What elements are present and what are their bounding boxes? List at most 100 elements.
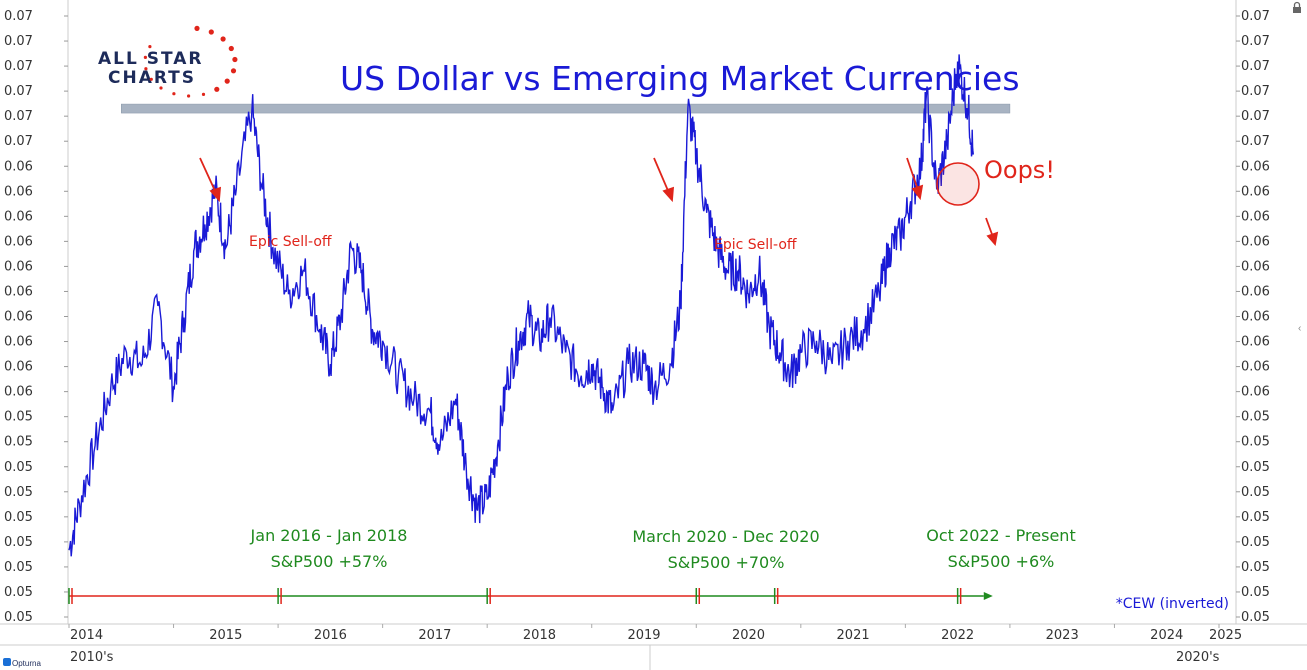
y-tick-right: 0.06 [1241, 284, 1270, 299]
y-tick-left: 0.06 [4, 284, 33, 299]
annotation-arrows [199, 157, 999, 246]
y-tick-right: 0.05 [1241, 510, 1270, 525]
y-tick-left: 0.06 [4, 360, 33, 375]
x-tick-label: 2018 [523, 628, 556, 643]
brand-logo: ALL STAR CHARTS [98, 25, 238, 98]
logo-star-icon [144, 67, 148, 71]
y-tick-right: 0.07 [1241, 59, 1270, 74]
y-tick-left: 0.07 [4, 134, 33, 149]
y-tick-right: 0.06 [1241, 360, 1270, 375]
chart-title: US Dollar vs Emerging Market Currencies [340, 59, 1020, 98]
period-3-dates: Oct 2022 - Present [926, 526, 1075, 545]
x-tick-label: 2014 [70, 628, 103, 643]
arrow-peak-2015 [199, 157, 217, 194]
logo-star-icon [232, 56, 238, 63]
y-tick-right: 0.05 [1241, 560, 1270, 575]
y-tick-right: 0.06 [1241, 385, 1270, 400]
oops-highlight-circle [936, 162, 980, 206]
y-tick-left: 0.06 [4, 234, 33, 249]
y-tick-left: 0.06 [4, 159, 33, 174]
y-tick-left: 0.07 [4, 34, 33, 49]
y-tick-right: 0.05 [1241, 585, 1270, 600]
y-tick-left: 0.05 [4, 585, 33, 600]
y-tick-right: 0.06 [1241, 335, 1270, 350]
y-tick-right: 0.07 [1241, 109, 1270, 124]
logo-star-icon [149, 77, 153, 81]
legend-series-cew: *CEW (inverted) [1116, 596, 1229, 612]
logo-star-icon [220, 36, 226, 42]
x-tick-label: 2019 [627, 628, 660, 643]
y-tick-right: 0.06 [1241, 209, 1270, 224]
y-tick-right: 0.07 [1241, 34, 1270, 49]
y-tick-right: 0.06 [1241, 234, 1270, 249]
logo-star-icon [230, 68, 237, 74]
x-tick-label: 2023 [1046, 628, 1079, 643]
logo-star-icon [201, 92, 206, 96]
logo-star-icon [143, 55, 147, 60]
regime-arrowhead [983, 592, 993, 600]
y-tick-left: 0.05 [4, 460, 33, 475]
logo-star-icon [214, 86, 220, 92]
vendor-label: Opturna [12, 659, 41, 668]
y-tick-left: 0.06 [4, 310, 33, 325]
lock-icon[interactable] [1293, 1, 1301, 14]
logo-text-line1: ALL STAR [98, 49, 204, 69]
arrowhead-peak-2015 [209, 186, 222, 203]
y-tick-right: 0.05 [1241, 535, 1270, 550]
sell-off-label-2015: Epic Sell-off [249, 234, 332, 250]
y-tick-left: 0.06 [4, 209, 33, 224]
y-tick-left: 0.05 [4, 410, 33, 425]
y-axis-left: 0.07 0.07 0.07 0.07 0.07 0.07 0.06 0.06 0.06 0.06… [4, 9, 68, 625]
collapse-panel-icon[interactable]: ‹ [1298, 323, 1301, 334]
vendor-logo: Opturna [3, 658, 41, 668]
logo-star-icon [194, 25, 200, 31]
logo-star-icon [208, 29, 214, 35]
arrow-peak-2022 [906, 157, 919, 191]
y-tick-right: 0.05 [1241, 410, 1270, 425]
logo-star-icon [159, 86, 163, 90]
y-tick-left: 0.06 [4, 335, 33, 350]
x-tick-label: 2025 [1209, 628, 1242, 643]
period-2-return: S&P500 +70% [668, 553, 785, 572]
regime-timeline [68, 588, 993, 604]
oops-label: Oops! [984, 156, 1055, 184]
logo-star-icon [187, 94, 191, 98]
y-tick-left: 0.05 [4, 560, 33, 575]
y-tick-left: 0.06 [4, 184, 33, 199]
y-tick-right: 0.05 [1241, 460, 1270, 475]
arrowhead-peak-2022 [911, 184, 924, 201]
period-2-dates: March 2020 - Dec 2020 [632, 527, 819, 546]
resistance-band [121, 103, 1011, 114]
logo-star-icon [228, 45, 234, 52]
x-axis: 2014 2015 2016 2017 2018 2019 2020 2021 2022 2023… [68, 624, 1242, 643]
y-tick-left: 0.07 [4, 84, 33, 99]
period-3-return: S&P500 +6% [948, 552, 1055, 571]
decade-label-2020s: 2020's [1176, 650, 1220, 665]
x-tick-label: 2015 [209, 628, 242, 643]
y-tick-left: 0.07 [4, 109, 33, 124]
x-tick-label: 2016 [314, 628, 347, 643]
period-1-return: S&P500 +57% [271, 552, 388, 571]
y-tick-left: 0.05 [4, 435, 33, 450]
arrowhead-down-2022 [986, 231, 999, 246]
x-tick-label: 2020 [732, 628, 765, 643]
y-tick-left: 0.05 [4, 510, 33, 525]
arrowhead-peak-2020 [662, 186, 675, 203]
series-line-cew [68, 54, 974, 557]
logo-star-icon [148, 45, 152, 49]
y-tick-right: 0.05 [1241, 485, 1270, 500]
decade-label-2010s: 2010's [70, 650, 114, 665]
y-tick-left: 0.06 [4, 259, 33, 274]
y-tick-right: 0.05 [1241, 435, 1270, 450]
logo-star-icon [172, 92, 176, 96]
arrow-peak-2020 [653, 157, 670, 194]
y-tick-right: 0.07 [1241, 9, 1270, 24]
y-tick-right: 0.06 [1241, 259, 1270, 274]
y-tick-right: 0.06 [1241, 159, 1270, 174]
y-tick-left: 0.06 [4, 385, 33, 400]
period-1-dates: Jan 2016 - Jan 2018 [250, 526, 408, 545]
sell-off-label-2020: Epic Sell-off [714, 237, 797, 253]
x-tick-label: 2017 [418, 628, 451, 643]
